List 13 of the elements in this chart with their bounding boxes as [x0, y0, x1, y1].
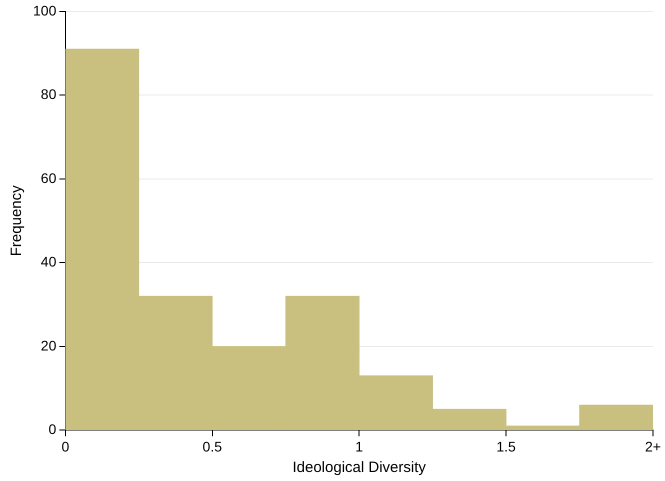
- x-tick-label: 0: [61, 438, 70, 454]
- y-tick-label: 80: [40, 86, 57, 102]
- x-tick-label: 1.5: [496, 438, 516, 454]
- x-tick-label: 2+: [645, 438, 661, 454]
- y-tick-label: 0: [48, 421, 57, 438]
- y-tick-label: 60: [40, 170, 57, 186]
- x-tick-label: 0.5: [202, 438, 222, 454]
- x-tick-label: 1: [355, 438, 364, 454]
- y-axis-title: Frequency: [8, 184, 26, 256]
- y-tick-label: 20: [40, 337, 57, 354]
- y-tick-label: 100: [33, 2, 57, 18]
- y-tick-label: 40: [40, 254, 57, 270]
- x-axis-title: Ideological Diversity: [292, 459, 426, 476]
